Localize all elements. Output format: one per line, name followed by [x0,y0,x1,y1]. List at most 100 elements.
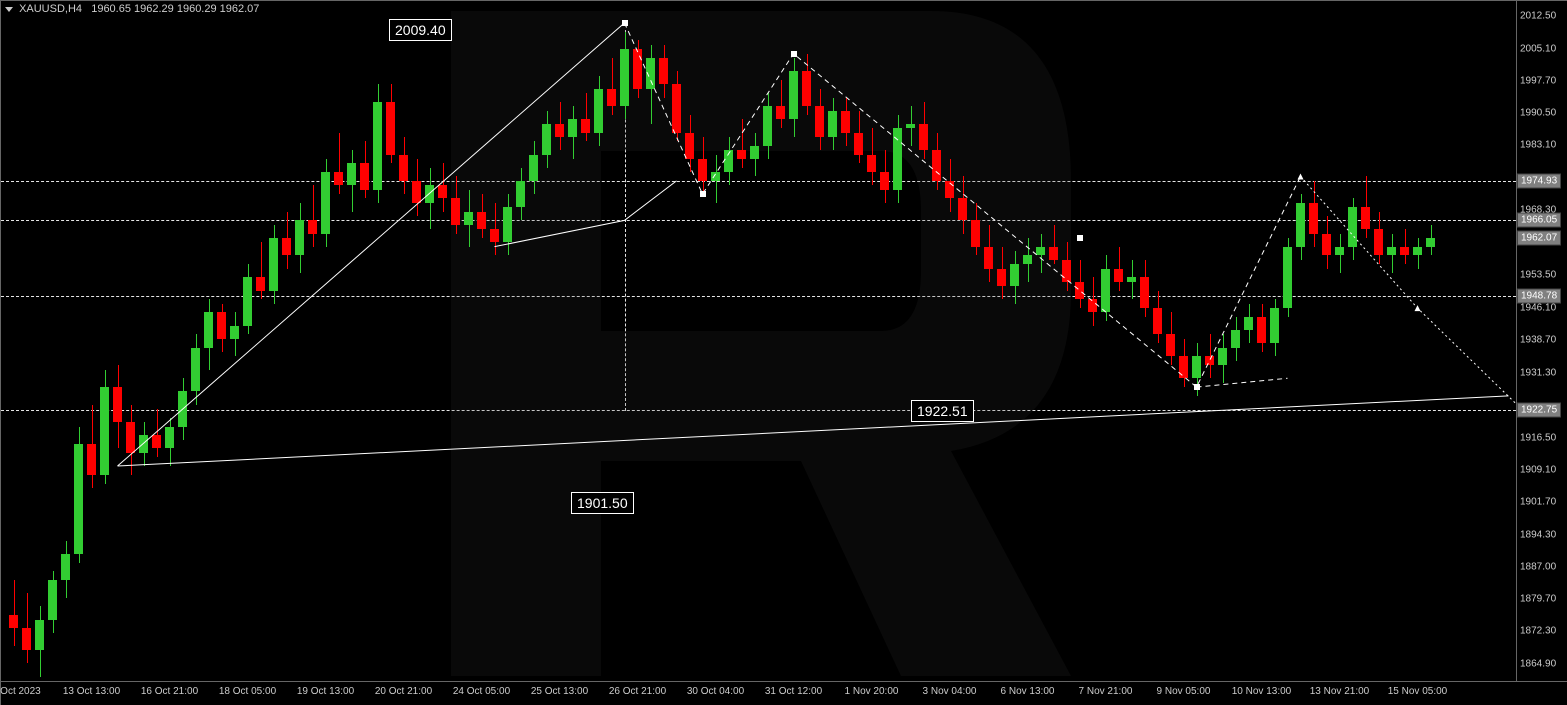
anchor-marker [1077,235,1083,241]
anchor-marker [622,20,628,26]
price-tag: 1962.07 [1517,230,1561,245]
candle-body [1088,299,1097,312]
y-tick-label: 1931.30 [1520,367,1556,378]
candle-body [581,119,590,132]
candle-body [737,150,746,159]
candle-body [1023,255,1032,264]
candle-wick [781,80,782,128]
candle-body [126,422,135,453]
candle-body [1257,317,1266,343]
candle-body [334,172,343,185]
candle-body [763,106,772,145]
candle-body [256,277,265,290]
candle-wick [586,93,587,141]
price-annotation: 1922.51 [911,400,974,422]
candle-body [672,84,681,132]
price-tag: 1948.78 [1517,288,1561,303]
candle-body [1309,203,1318,234]
candle-body [932,150,941,181]
chart-title-bar[interactable]: XAUUSD,H4 1960.65 1962.29 1960.29 1962.0… [5,3,259,15]
x-tick-label: 1 Nov 20:00 [845,686,899,697]
candle-body [243,277,252,325]
candle-body [906,124,915,128]
candle-body [503,207,512,242]
price-tag: 1922.75 [1517,403,1561,418]
candle-body [919,124,928,150]
candle-body [724,150,733,172]
candle-body [1270,308,1279,343]
x-tick-label: 18 Oct 05:00 [219,686,276,697]
candle-body [1348,207,1357,246]
x-tick-label: 12 Oct 2023 [0,686,41,697]
candle-body [1166,334,1175,356]
x-tick-label: 26 Oct 21:00 [609,686,666,697]
candle-body [22,628,31,650]
candle-body [607,89,616,107]
x-tick-label: 16 Oct 21:00 [141,686,198,697]
candle-body [74,444,83,554]
candle-body [516,181,525,207]
candle-body [425,185,434,203]
candle-body [87,444,96,475]
candle-body [1075,282,1084,300]
candle-body [1101,269,1110,313]
candle-body [815,106,824,137]
candle-body [828,111,837,137]
candle-body [165,427,174,449]
candle-body [490,229,499,242]
candle-body [1231,330,1240,348]
x-axis: 12 Oct 2023 13 Oct 13:00 16 Oct 21:00 18 Oc… [1,681,1567,705]
y-tick-label: 1997.70 [1520,76,1556,87]
candle-body [1361,207,1370,229]
candle-body [217,312,226,338]
candle-body [1387,247,1396,256]
y-tick-label: 1864.90 [1520,658,1556,669]
symbol-label: XAUUSD,H4 [19,3,82,15]
candle-body [880,172,889,190]
y-tick-label: 1953.50 [1520,270,1556,281]
candle-body [1010,264,1019,286]
candle-body [620,49,629,106]
candle-body [1127,277,1136,281]
candle-body [698,159,707,181]
candle-body [633,49,642,88]
candle-body [802,71,811,106]
y-tick-label: 1990.50 [1520,107,1556,118]
candle-body [451,198,460,224]
candle-body [776,106,785,119]
candle-body [1244,317,1253,330]
candle-body [1413,247,1422,256]
candle-body [867,155,876,173]
y-tick-label: 1983.10 [1520,140,1556,151]
dropdown-icon[interactable] [5,7,13,12]
y-tick-label: 1901.70 [1520,497,1556,508]
candle-body [191,348,200,392]
candle-wick [261,242,262,299]
candle-body [139,435,148,453]
candle-body [1296,203,1305,247]
candle-body [48,580,57,619]
candle-body [1283,247,1292,308]
candle-body [412,181,421,203]
candle-body [1218,348,1227,366]
candle-body [1153,308,1162,334]
candle-body [997,269,1006,287]
x-tick-label: 13 Oct 13:00 [63,686,120,697]
candle-body [594,89,603,133]
x-tick-label: 13 Nov 21:00 [1310,686,1370,697]
candle-body [711,172,720,181]
candle-body [529,155,538,181]
candle-body [1322,234,1331,256]
y-tick-label: 1894.30 [1520,529,1556,540]
price-annotation: 2009.40 [389,19,452,41]
candle-body [945,181,954,199]
y-tick-label: 1872.30 [1520,626,1556,637]
y-tick-label: 1946.10 [1520,302,1556,313]
candle-body [1049,247,1058,260]
x-tick-label: 30 Oct 04:00 [687,686,744,697]
x-tick-label: 24 Oct 05:00 [453,686,510,697]
candle-body [1335,247,1344,256]
candle-wick [612,58,613,115]
candle-body [1400,247,1409,256]
x-tick-label: 7 Nov 21:00 [1079,686,1133,697]
